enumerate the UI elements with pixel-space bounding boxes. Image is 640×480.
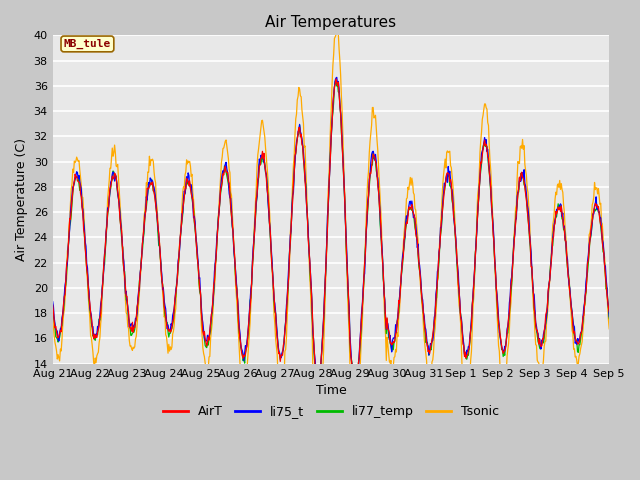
Title: Air Temperatures: Air Temperatures (266, 15, 397, 30)
X-axis label: Time: Time (316, 384, 346, 397)
Y-axis label: Air Temperature (C): Air Temperature (C) (15, 138, 28, 261)
Legend: AirT, li75_t, li77_temp, Tsonic: AirT, li75_t, li77_temp, Tsonic (157, 400, 504, 423)
Text: MB_tule: MB_tule (64, 39, 111, 49)
